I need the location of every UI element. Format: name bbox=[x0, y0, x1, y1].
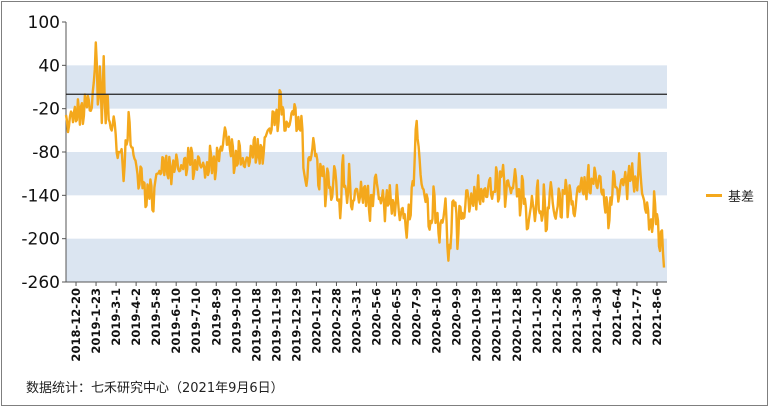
x-tick-label-25: 2021-3-30 bbox=[570, 288, 584, 354]
x-tick-label-4: 2019-5-8 bbox=[149, 288, 163, 346]
x-tick-label-17: 2020-7-9 bbox=[410, 288, 424, 346]
x-tick-label-10: 2019-11-19 bbox=[269, 288, 283, 362]
x-tick-label-18: 2020-8-10 bbox=[430, 288, 444, 354]
x-tick-label-27: 2021-6-4 bbox=[610, 288, 624, 346]
x-tick-label-9: 2019-10-18 bbox=[249, 288, 263, 362]
x-tick-label-0: 2018-12-20 bbox=[69, 288, 83, 362]
legend: 基差 bbox=[706, 186, 754, 205]
y-tick-label-4: -140 bbox=[21, 186, 60, 206]
x-tick-label-22: 2020-12-18 bbox=[510, 288, 524, 362]
x-tick-label-12: 2020-1-21 bbox=[309, 288, 323, 354]
x-tick-label-7: 2019-8-9 bbox=[209, 288, 223, 346]
y-tick-label-0: 100 bbox=[28, 13, 60, 33]
x-tick-label-16: 2020-6-5 bbox=[390, 288, 404, 346]
y-tick-label-5: -200 bbox=[21, 230, 60, 250]
y-tick-label-1: 40 bbox=[38, 56, 60, 76]
x-tick-label-26: 2021-4-30 bbox=[590, 288, 604, 354]
y-tick-label-2: -20 bbox=[32, 100, 60, 120]
y-tick-label-3: -80 bbox=[32, 143, 60, 163]
x-tick-label-15: 2020-5-6 bbox=[370, 288, 384, 346]
x-tick-label-1: 2019-1-23 bbox=[89, 288, 103, 354]
x-tick-label-2: 2019-3-1 bbox=[109, 288, 123, 346]
x-tick-label-24: 2021-2-26 bbox=[550, 288, 564, 354]
x-tick-label-23: 2021-1-20 bbox=[530, 288, 544, 354]
x-tick-label-28: 2021-7-7 bbox=[630, 288, 644, 346]
x-tick-label-13: 2020-2-28 bbox=[329, 288, 343, 354]
legend-label: 基差 bbox=[728, 190, 755, 205]
band-0 bbox=[66, 65, 667, 109]
series-line-basis bbox=[64, 41, 666, 268]
band-2 bbox=[66, 238, 667, 282]
x-tick-label-3: 2019-4-2 bbox=[129, 288, 143, 346]
y-tick-label-6: -260 bbox=[21, 273, 60, 293]
x-tick-label-14: 2020-3-31 bbox=[349, 288, 363, 354]
source-note: 数据统计：七禾研究中心（2021年9月6日） bbox=[26, 381, 284, 396]
x-tick-label-5: 2019-6-10 bbox=[169, 288, 183, 354]
x-tick-label-6: 2019-7-10 bbox=[189, 288, 203, 354]
x-tick-label-19: 2020-9-9 bbox=[450, 288, 464, 346]
x-tick-label-11: 2019-12-19 bbox=[289, 288, 303, 362]
x-tick-label-8: 2019-9-10 bbox=[229, 288, 243, 354]
x-tick-label-21: 2020-11-18 bbox=[490, 288, 504, 362]
x-tick-label-29: 2021-8-6 bbox=[650, 288, 664, 346]
x-tick-label-20: 2020-10-19 bbox=[470, 288, 484, 362]
legend-swatch bbox=[706, 194, 722, 197]
